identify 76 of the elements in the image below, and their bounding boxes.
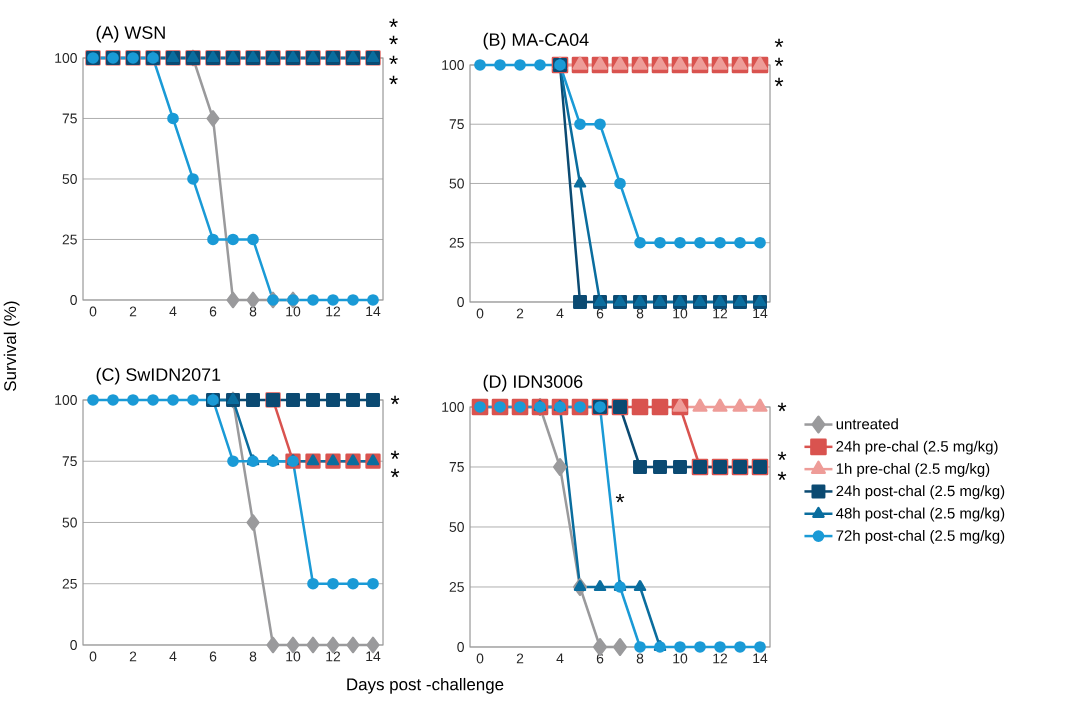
legend-label: 24h pre-chal (2.5 mg/kg) bbox=[836, 440, 998, 455]
text: * bbox=[389, 35, 398, 45]
x-tick-label: 10 bbox=[673, 308, 688, 319]
text: * bbox=[774, 57, 784, 67]
y-tick-label: 100 bbox=[442, 402, 464, 412]
x-tick-label: 12 bbox=[713, 653, 728, 664]
y-tick-label: 25 bbox=[449, 582, 464, 592]
chart-title: (C) SwIDN2071 bbox=[96, 367, 221, 385]
text: * bbox=[390, 395, 400, 405]
x-tick-label: 6 bbox=[596, 308, 604, 319]
y-axis-title: Survival (%) bbox=[3, 301, 20, 391]
chart-title: (B) MA-CA04 bbox=[483, 32, 589, 50]
text: * bbox=[389, 18, 398, 28]
x-tick-label: 12 bbox=[326, 306, 341, 317]
x-tick-label: 4 bbox=[169, 306, 177, 317]
y-tick-label: 75 bbox=[449, 462, 464, 472]
text: * bbox=[774, 38, 784, 48]
x-tick-label: 14 bbox=[753, 308, 768, 319]
x-tick-label: 0 bbox=[476, 653, 484, 664]
legend-label: 1h pre-chal (2.5 mg/kg) bbox=[836, 462, 990, 477]
y-tick-label: 100 bbox=[442, 60, 464, 70]
x-tick-label: 14 bbox=[366, 306, 381, 317]
y-tick-label: 75 bbox=[62, 113, 77, 124]
text: * bbox=[777, 402, 787, 412]
x-tick-label: 14 bbox=[366, 651, 381, 662]
annotation: * bbox=[615, 493, 625, 503]
text: * bbox=[390, 450, 400, 460]
x-tick-label: 8 bbox=[636, 653, 644, 664]
y-tick-label: 50 bbox=[62, 517, 77, 528]
y-tick-label: 0 bbox=[457, 297, 464, 307]
y-tick-label: 0 bbox=[70, 295, 77, 305]
x-tick-label: 10 bbox=[673, 653, 688, 664]
x-axis-title: Days post -challenge bbox=[347, 677, 504, 694]
text: * bbox=[389, 75, 398, 85]
x-tick-label: 12 bbox=[326, 651, 341, 662]
legend-label: 72h post-chal (2.5 mg/kg) bbox=[836, 529, 1005, 544]
text: * bbox=[777, 471, 787, 481]
chart-title: (D) IDN3006 bbox=[483, 374, 583, 392]
x-tick-label: 4 bbox=[169, 651, 177, 662]
y-tick-label: 25 bbox=[62, 578, 77, 589]
x-tick-label: 12 bbox=[713, 308, 728, 319]
text: * bbox=[390, 468, 400, 478]
x-tick-label: 14 bbox=[753, 653, 768, 664]
x-tick-label: 2 bbox=[129, 651, 137, 662]
x-tick-label: 6 bbox=[209, 651, 217, 662]
x-tick-label: 0 bbox=[476, 308, 484, 319]
y-tick-label: 100 bbox=[55, 53, 77, 63]
x-tick-label: 6 bbox=[209, 306, 217, 317]
legend-label: 24h post-chal (2.5 mg/kg) bbox=[836, 485, 1005, 500]
y-tick-label: 0 bbox=[70, 640, 77, 650]
x-tick-label: 0 bbox=[89, 651, 97, 662]
y-tick-label: 50 bbox=[62, 174, 77, 184]
x-tick-label: 0 bbox=[89, 306, 97, 317]
y-tick-label: 50 bbox=[449, 178, 464, 189]
x-tick-label: 10 bbox=[286, 306, 301, 317]
x-tick-label: 4 bbox=[556, 308, 564, 319]
y-tick-label: 25 bbox=[62, 234, 77, 245]
text: * bbox=[777, 451, 787, 461]
y-tick-label: 100 bbox=[55, 395, 77, 405]
x-tick-label: 2 bbox=[516, 653, 524, 664]
y-tick-label: 50 bbox=[449, 522, 464, 532]
text: * bbox=[774, 77, 784, 87]
x-tick-label: 4 bbox=[556, 653, 564, 664]
legend-label: untreated bbox=[836, 418, 898, 430]
chart-title: (A) WSN bbox=[96, 25, 165, 43]
y-tick-label: 25 bbox=[449, 237, 464, 248]
text: * bbox=[389, 55, 398, 65]
x-tick-label: 2 bbox=[516, 308, 524, 319]
x-tick-label: 8 bbox=[249, 651, 257, 662]
y-tick-label: 75 bbox=[62, 456, 77, 467]
y-tick-label: 0 bbox=[457, 642, 464, 652]
x-tick-label: 8 bbox=[636, 308, 644, 319]
y-tick-label: 75 bbox=[449, 119, 464, 130]
x-tick-label: 10 bbox=[286, 651, 301, 662]
legend-label: 48h post-chal (2.5 mg/kg) bbox=[836, 507, 1005, 522]
x-tick-label: 2 bbox=[129, 306, 137, 317]
